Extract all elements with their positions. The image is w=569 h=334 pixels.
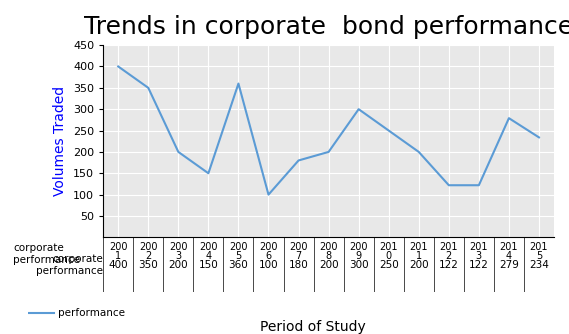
Text: 100: 100 xyxy=(259,260,278,270)
Text: 200: 200 xyxy=(168,260,188,270)
Text: 122: 122 xyxy=(439,260,459,270)
Y-axis label: Volumes Traded: Volumes Traded xyxy=(53,86,68,196)
Text: 279: 279 xyxy=(499,260,519,270)
Text: Period of Study: Period of Study xyxy=(260,320,366,334)
Text: 234: 234 xyxy=(529,260,549,270)
Text: 122: 122 xyxy=(469,260,489,270)
Title: Trends in corporate  bond performance: Trends in corporate bond performance xyxy=(84,15,569,39)
Text: 250: 250 xyxy=(379,260,398,270)
Text: performance: performance xyxy=(59,308,125,318)
Text: corporate
performance: corporate performance xyxy=(13,243,80,265)
Text: 200: 200 xyxy=(319,260,339,270)
Text: 180: 180 xyxy=(288,260,308,270)
Text: 360: 360 xyxy=(229,260,248,270)
Text: 350: 350 xyxy=(138,260,158,270)
Text: corporate
performance: corporate performance xyxy=(36,254,103,276)
Text: 300: 300 xyxy=(349,260,369,270)
Text: 150: 150 xyxy=(199,260,218,270)
Text: 200: 200 xyxy=(409,260,428,270)
Text: 400: 400 xyxy=(109,260,128,270)
